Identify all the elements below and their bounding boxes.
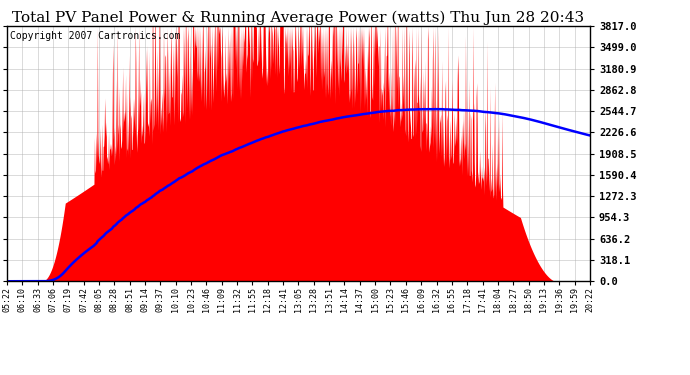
Text: Copyright 2007 Cartronics.com: Copyright 2007 Cartronics.com — [10, 32, 180, 41]
Title: Total PV Panel Power & Running Average Power (watts) Thu Jun 28 20:43: Total PV Panel Power & Running Average P… — [12, 11, 584, 25]
